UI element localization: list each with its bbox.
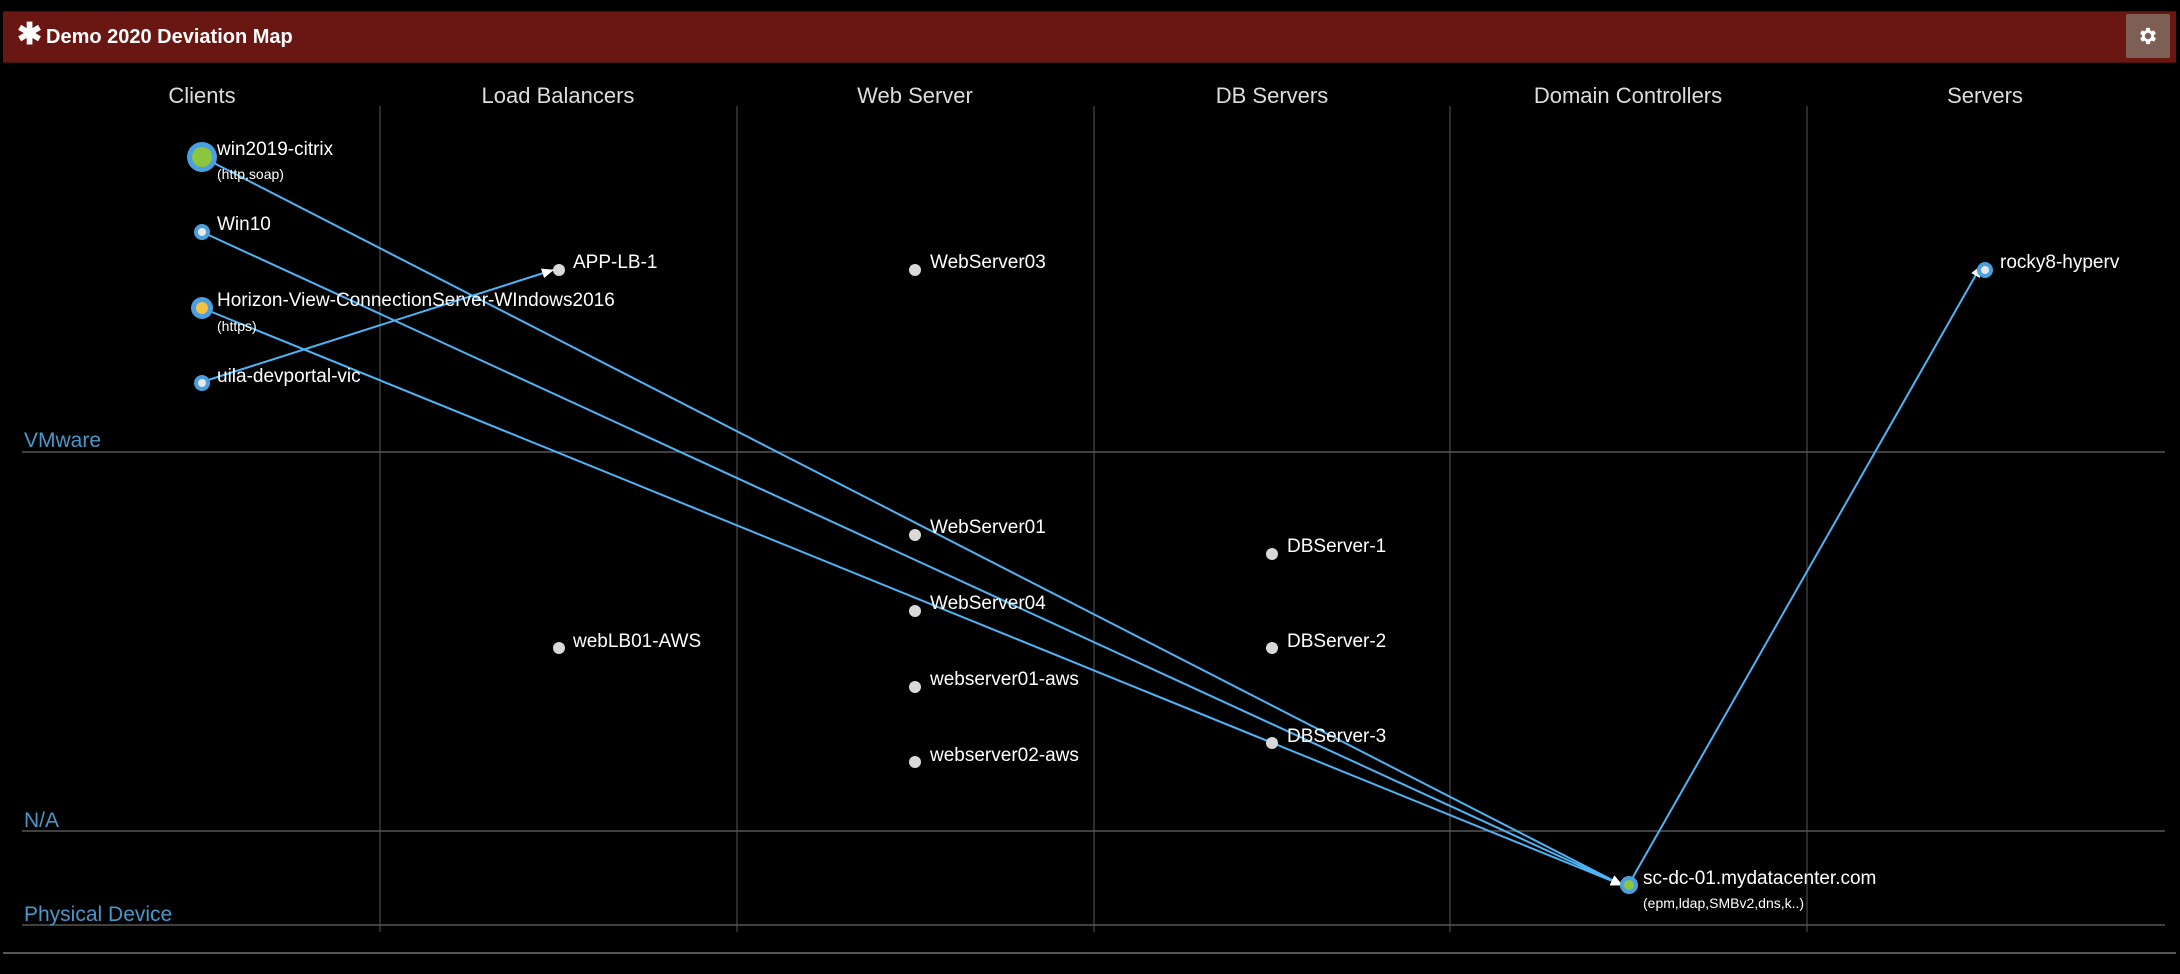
link-win10-to-sc-dc-01[interactable] — [201, 231, 1623, 886]
column-header-clients: Clients — [168, 83, 236, 108]
link-horizon-to-sc-dc-01[interactable] — [201, 307, 1623, 886]
link-sc-dc-01-to-rocky8-hyperv[interactable] — [1628, 265, 1982, 885]
node-label[interactable]: WebServer04 — [930, 593, 1046, 614]
column-header-web-server: Web Server — [857, 83, 973, 108]
node-label[interactable]: Horizon-View-ConnectionServer-WIndows201… — [217, 290, 615, 311]
band-label-physical-device[interactable]: Physical Device — [24, 903, 173, 926]
node-protocols: (http,soap) — [217, 166, 284, 182]
node-label[interactable]: DBServer-2 — [1287, 631, 1387, 652]
node-webserver03[interactable] — [909, 264, 921, 276]
band-label-na[interactable]: N/A — [24, 809, 60, 832]
node-label[interactable]: Win10 — [217, 214, 271, 235]
column-header-db-servers: DB Servers — [1215, 83, 1329, 108]
column-header-load-balancers: Load Balancers — [481, 83, 635, 108]
node-win10[interactable] — [194, 224, 210, 240]
node-label[interactable]: webserver02-aws — [930, 745, 1079, 766]
band-label-vmware[interactable]: VMware — [24, 429, 102, 452]
node-label[interactable]: WebServer03 — [930, 252, 1046, 273]
node-label[interactable]: DBServer-1 — [1287, 536, 1387, 557]
node-webserver02-aws[interactable] — [909, 756, 921, 768]
settings-button[interactable] — [2126, 14, 2170, 58]
node-protocols: (https) — [217, 318, 257, 334]
node-rocky8-hyperv[interactable] — [1977, 262, 1993, 278]
window-title: Demo 2020 Deviation Map — [46, 26, 293, 48]
asterisk-icon: ✱ — [17, 18, 43, 51]
column-header-servers: Servers — [1947, 83, 2023, 108]
node-label[interactable]: WebServer01 — [930, 517, 1046, 538]
node-label[interactable]: webLB01-AWS — [573, 631, 702, 652]
node-win2019-citrix[interactable] — [187, 142, 217, 172]
node-label[interactable]: APP-LB-1 — [573, 252, 658, 273]
column-header-domain-controllers: Domain Controllers — [1533, 83, 1723, 108]
map-panel — [3, 62, 2176, 954]
node-horizon[interactable] — [191, 297, 213, 319]
node-label[interactable]: webserver01-aws — [930, 669, 1079, 690]
title-bar: ✱ Demo 2020 Deviation Map — [3, 11, 2176, 63]
node-sc-dc-01[interactable] — [1620, 876, 1638, 894]
node-label[interactable]: DBServer-3 — [1287, 726, 1387, 747]
node-weblb01-aws[interactable] — [553, 642, 565, 654]
node-webserver01[interactable] — [909, 529, 921, 541]
link-uila-devportal-to-app-lb-1[interactable] — [201, 268, 554, 383]
node-webserver04[interactable] — [909, 605, 921, 617]
node-label[interactable]: win2019-citrix — [217, 139, 334, 160]
node-uila-devportal[interactable] — [194, 375, 210, 391]
node-webserver01-aws[interactable] — [909, 681, 921, 693]
node-dbserver-3[interactable] — [1266, 737, 1278, 749]
gear-icon — [2140, 27, 2156, 45]
node-label[interactable]: sc-dc-01.mydatacenter.com — [1643, 868, 1877, 889]
node-label[interactable]: uila-devportal-vic — [217, 366, 361, 387]
node-dbserver-1[interactable] — [1266, 548, 1278, 560]
node-app-lb-1[interactable] — [553, 264, 565, 276]
node-label[interactable]: rocky8-hyperv — [2000, 252, 2120, 273]
node-dbserver-2[interactable] — [1266, 642, 1278, 654]
link-win2019-citrix-to-sc-dc-01[interactable] — [201, 156, 1623, 886]
node-protocols: (epm,ldap,SMBv2,dns,k..) — [1643, 895, 1805, 911]
